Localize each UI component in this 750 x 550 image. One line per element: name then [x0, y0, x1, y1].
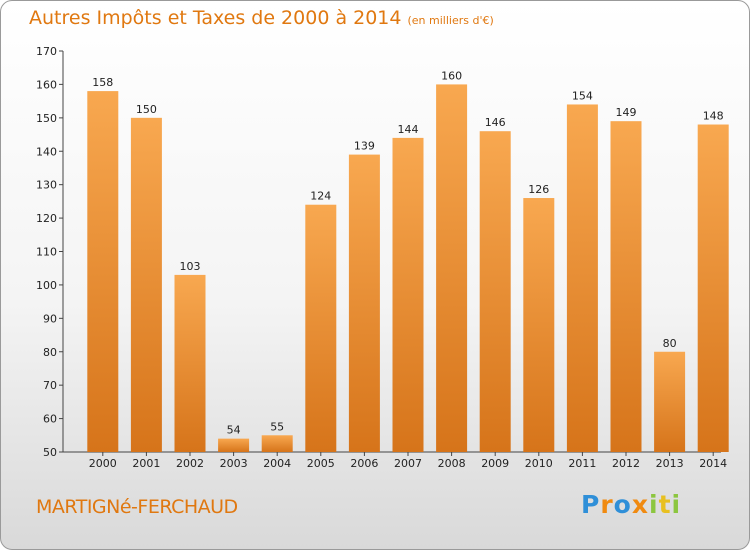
y-tick-label: 130 [36, 179, 57, 192]
bar [654, 351, 686, 452]
data-label: 80 [663, 337, 677, 350]
bar [218, 438, 250, 452]
x-tick-label: 2007 [394, 457, 422, 470]
x-tick-label: 2005 [307, 457, 335, 470]
y-tick-label: 170 [36, 45, 57, 58]
bar [130, 117, 162, 452]
y-tick-label: 150 [36, 112, 57, 125]
bar [697, 124, 729, 453]
bar [261, 435, 293, 452]
data-label: 126 [528, 183, 549, 196]
y-tick-label: 70 [43, 379, 57, 392]
x-tick-label: 2014 [699, 457, 727, 470]
chart-title: Autres Impôts et Taxes de 2000 à 2014 (en… [29, 7, 494, 29]
bar [174, 274, 206, 452]
commune-name: MARTIGNé-FERCHAUD [36, 496, 238, 518]
data-label: 154 [572, 89, 593, 102]
data-label: 54 [227, 424, 241, 437]
x-tick-label: 2011 [568, 457, 596, 470]
x-tick-label: 2010 [525, 457, 553, 470]
data-label: 144 [398, 123, 419, 136]
bar [610, 121, 642, 453]
data-label: 158 [92, 76, 113, 89]
bar [436, 84, 468, 453]
x-tick-label: 2009 [481, 457, 509, 470]
x-tick-label: 2002 [176, 457, 204, 470]
bar [305, 204, 337, 452]
y-tick-label: 120 [36, 212, 57, 225]
x-tick-label: 2004 [263, 457, 291, 470]
x-tick-label: 2012 [612, 457, 640, 470]
y-tick-label: 110 [36, 246, 57, 259]
bar [392, 137, 424, 452]
bar [566, 104, 598, 452]
data-label: 139 [354, 140, 375, 153]
y-tick-label: 160 [36, 78, 57, 91]
data-label: 103 [180, 260, 201, 273]
bar [523, 198, 555, 452]
y-tick-label: 90 [43, 312, 57, 325]
x-tick-label: 2006 [350, 457, 378, 470]
bar [479, 131, 511, 452]
data-label: 150 [136, 103, 157, 116]
x-tick-label: 2001 [132, 457, 160, 470]
bar [348, 154, 380, 452]
y-tick-label: 80 [43, 346, 57, 359]
data-label: 146 [485, 116, 506, 129]
x-tick-label: 2008 [438, 457, 466, 470]
data-label: 160 [441, 69, 462, 82]
unit-label: (en milliers d'€) [407, 14, 494, 27]
bar [87, 91, 119, 452]
data-label: 149 [616, 106, 637, 119]
y-tick-label: 100 [36, 279, 57, 292]
proxiti-logo: Proxiti [581, 490, 682, 519]
y-tick-label: 60 [43, 413, 57, 426]
y-tick-label: 50 [43, 446, 57, 459]
data-label: 148 [703, 110, 724, 123]
data-label: 124 [310, 190, 331, 203]
x-tick-label: 2013 [656, 457, 684, 470]
y-tick-label: 140 [36, 145, 57, 158]
data-label: 55 [270, 420, 284, 433]
x-tick-label: 2003 [220, 457, 248, 470]
x-tick-label: 2000 [89, 457, 117, 470]
title-text: Autres Impôts et Taxes de 2000 à 2014 [29, 7, 402, 29]
